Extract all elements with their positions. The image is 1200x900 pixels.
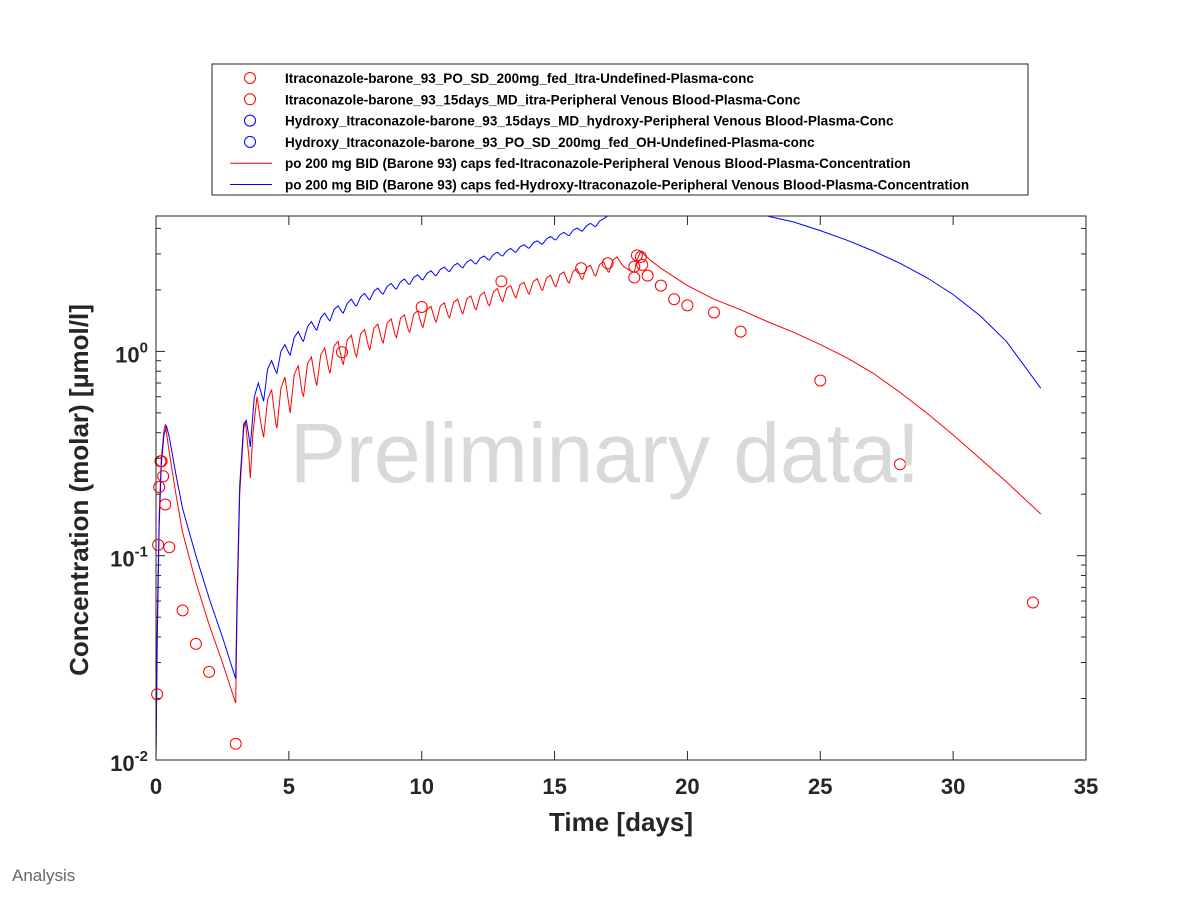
data-point-s2-13 xyxy=(668,293,681,306)
data-point-s2-15 xyxy=(708,306,720,319)
line-series-2 xyxy=(156,216,1042,760)
data-point-s2-12 xyxy=(654,279,667,292)
legend-label-5: po 200 mg BID (Barone 93) caps fed-Itrac… xyxy=(285,156,911,171)
data-point-s1-10 xyxy=(189,637,202,650)
data-point-s2-9 xyxy=(634,250,647,263)
y-axis-label: Concentration (molar) [µmol/l] xyxy=(64,304,94,676)
x-axis-label: Time [days] xyxy=(549,807,693,837)
data-point-s2-14 xyxy=(681,299,694,312)
x-tick-label: 0 xyxy=(150,774,162,799)
legend-box xyxy=(211,63,1029,196)
data-point-s1-11 xyxy=(203,665,216,678)
data-point-s2-18 xyxy=(894,458,906,471)
data-point-s2-5 xyxy=(601,257,614,270)
data-point-s1-9 xyxy=(176,604,189,617)
data-point-s2-17 xyxy=(814,374,827,387)
legend-label-1: Itraconazole-barone_93_PO_SD_200mg_fed_I… xyxy=(285,71,754,86)
data-point-s2-2 xyxy=(415,301,428,313)
legend-label-6: po 200 mg BID (Barone 93) caps fed-Hydro… xyxy=(285,178,969,193)
watermark-text: Preliminary data! xyxy=(290,406,920,500)
data-point-s1-1 xyxy=(151,688,164,701)
data-point-s1-2 xyxy=(152,538,165,551)
data-point-s2-16 xyxy=(734,325,747,338)
legend-marker-1 xyxy=(244,72,256,84)
data-point-s1-7 xyxy=(159,498,172,511)
legend-marker-2 xyxy=(244,93,256,106)
data-point-s1-12 xyxy=(229,737,242,750)
legend-marker-4 xyxy=(244,135,256,148)
axis-ticks: 0 5 10 15 20 25 30 35 10-2 10-1 100 xyxy=(110,216,1098,799)
data-point-s2-10 xyxy=(636,258,649,271)
y-tick-label: 100 xyxy=(115,339,148,367)
x-tick-label: 20 xyxy=(675,774,699,799)
data-point-s1-3 xyxy=(153,481,166,493)
data-point-s1-8 xyxy=(163,541,176,554)
x-tick-label: 30 xyxy=(941,774,965,799)
x-tick-label: 10 xyxy=(409,774,433,799)
data-point-s2-1 xyxy=(336,346,348,359)
data-point-s2-3 xyxy=(495,275,508,288)
data-point-s2-11 xyxy=(641,269,654,282)
legend: Itraconazole-barone_93_PO_SD_200mg_fed_I… xyxy=(211,63,1029,196)
data-point-s2-19 xyxy=(1026,596,1039,609)
y-tick-label: 10-1 xyxy=(110,544,148,572)
legend-label-3: Hydroxy_Itraconazole-barone_93_15days_MD… xyxy=(285,114,894,129)
data-point-s1-6 xyxy=(157,470,170,483)
data-point-s2-7 xyxy=(628,260,641,273)
series-lines xyxy=(156,216,1042,760)
legend-label-4: Hydroxy_Itraconazole-barone_93_PO_SD_200… xyxy=(285,135,815,150)
x-tick-label: 25 xyxy=(808,774,832,799)
line-series-1 xyxy=(156,250,1042,760)
legend-marker-3 xyxy=(244,114,256,127)
x-tick-label: 35 xyxy=(1074,774,1098,799)
legend-label-2: Itraconazole-barone_93_15days_MD_itra-Pe… xyxy=(285,92,801,107)
footer-analysis-label: Analysis xyxy=(12,866,76,885)
data-point-s2-4 xyxy=(575,262,588,275)
x-tick-label: 15 xyxy=(542,774,566,799)
y-tick-label: 10-2 xyxy=(110,748,148,776)
x-tick-label: 5 xyxy=(283,774,295,799)
axes-box xyxy=(155,215,1087,761)
plot-area xyxy=(156,216,1086,760)
